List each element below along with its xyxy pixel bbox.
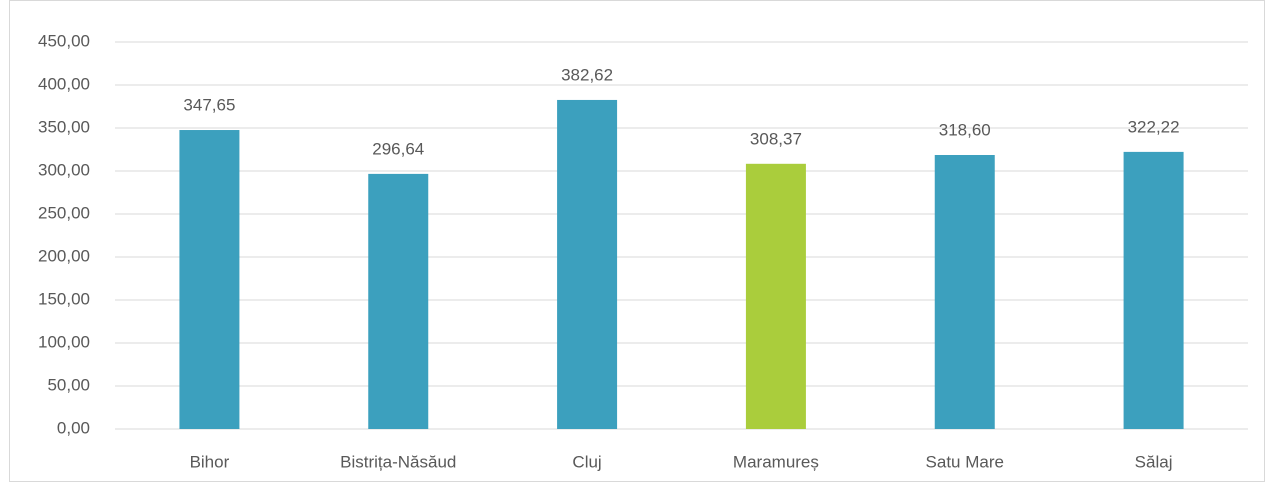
- y-tick-label: 100,00: [38, 332, 90, 351]
- y-tick-label: 250,00: [38, 203, 90, 222]
- bar: [557, 99, 618, 429]
- y-tick-label: 0,00: [57, 418, 90, 437]
- bar: [934, 155, 995, 429]
- y-tick-label: 450,00: [38, 31, 90, 50]
- bar: [368, 173, 429, 429]
- x-tick-label: Bihor: [190, 452, 230, 471]
- x-tick-label: Bistrița-Năsăud: [340, 452, 456, 471]
- y-tick-label: 200,00: [38, 246, 90, 265]
- y-tick-label: 50,00: [47, 375, 90, 394]
- y-tick-label: 300,00: [38, 160, 90, 179]
- data-label: 318,60: [939, 120, 991, 139]
- y-tick-label: 150,00: [38, 289, 90, 308]
- x-tick-label: Cluj: [572, 452, 601, 471]
- bar: [745, 163, 806, 429]
- data-label: 296,64: [372, 139, 424, 158]
- y-tick-label: 350,00: [38, 117, 90, 136]
- x-tick-label: Maramureș: [733, 452, 819, 471]
- data-label: 308,37: [750, 129, 802, 148]
- x-tick-label: Sălaj: [1135, 452, 1173, 471]
- x-tick-label: Satu Mare: [926, 452, 1004, 471]
- data-label: 347,65: [183, 96, 235, 115]
- chart-border: [9, 0, 1265, 482]
- y-tick-label: 400,00: [38, 74, 90, 93]
- data-label: 322,22: [1128, 117, 1180, 136]
- bar: [179, 130, 240, 429]
- data-label: 382,62: [561, 65, 613, 84]
- bar: [1123, 151, 1184, 429]
